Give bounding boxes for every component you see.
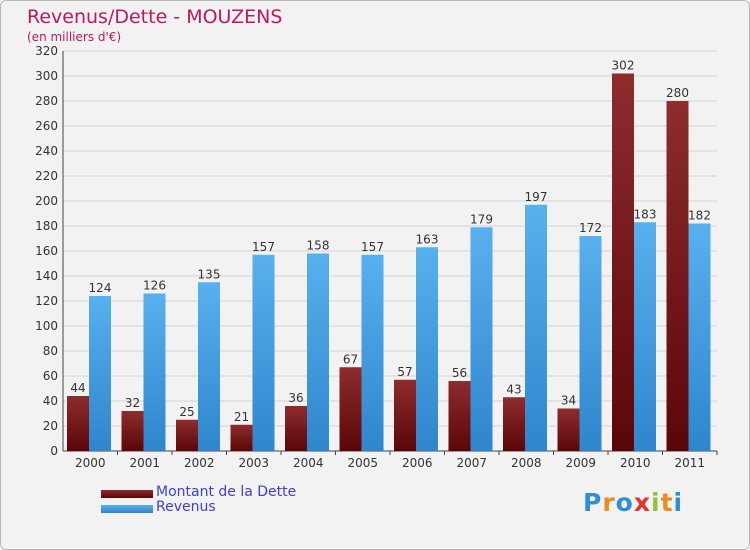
data-label-debt: 36 — [288, 391, 303, 405]
data-label-debt: 25 — [179, 405, 194, 419]
data-label-revenus: 183 — [634, 207, 657, 221]
logo-letter: i — [673, 488, 684, 517]
bar-debt — [666, 101, 689, 451]
bar-revenus — [198, 282, 220, 451]
y-tick-label: 220 — [35, 169, 58, 183]
x-tick-label: 2007 — [456, 456, 487, 470]
data-label-revenus: 157 — [252, 240, 275, 254]
bar-debt — [503, 397, 525, 451]
data-label-revenus: 157 — [361, 240, 384, 254]
data-label-debt: 57 — [397, 365, 412, 379]
logo-letter: i — [651, 488, 661, 517]
logo-letter: o — [615, 488, 634, 517]
bar-revenus — [252, 254, 275, 451]
data-label-revenus: 182 — [688, 209, 711, 223]
y-tick-label: 240 — [35, 144, 58, 158]
bar-debt — [67, 396, 89, 451]
bar-revenus — [416, 247, 438, 451]
y-tick-label: 180 — [35, 219, 58, 233]
logo-letter: r — [602, 488, 616, 517]
legend-swatch-debt — [101, 490, 153, 498]
data-label-debt: 67 — [343, 352, 358, 366]
x-tick-label: 2010 — [620, 456, 651, 470]
x-tick-label: 2003 — [238, 456, 269, 470]
logo-letter: t — [660, 488, 674, 517]
data-label-revenus: 124 — [89, 281, 112, 295]
bar-revenus — [688, 223, 711, 451]
data-label-revenus: 158 — [307, 239, 330, 253]
y-tick-label: 60 — [43, 369, 58, 383]
y-tick-label: 100 — [35, 319, 58, 333]
bar-debt — [176, 419, 198, 451]
bar-debt — [285, 406, 307, 451]
bar-debt — [394, 379, 416, 451]
bar-debt — [230, 424, 253, 451]
legend-swatch-revenus — [101, 505, 153, 513]
bar-debt — [121, 411, 144, 451]
data-label-debt: 302 — [612, 59, 635, 73]
x-tick-label: 2006 — [402, 456, 433, 470]
y-tick-label: 120 — [35, 294, 58, 308]
bar-revenus — [579, 236, 602, 451]
bar-debt — [557, 408, 580, 451]
x-tick-label: 2008 — [511, 456, 542, 470]
y-tick-label: 200 — [35, 194, 58, 208]
x-tick-label: 2000 — [75, 456, 106, 470]
proxiti-logo: Proxiti — [583, 488, 683, 517]
y-tick-label: 20 — [43, 419, 58, 433]
bar-debt — [612, 73, 634, 451]
bar-revenus — [525, 204, 547, 451]
logo-letter: x — [633, 488, 651, 517]
x-tick-label: 2011 — [674, 456, 705, 470]
logo-letter: P — [583, 488, 603, 517]
data-label-revenus: 172 — [579, 221, 602, 235]
x-tick-label: 2002 — [184, 456, 215, 470]
x-tick-label: 2009 — [565, 456, 596, 470]
x-tick-label: 2004 — [293, 456, 324, 470]
bar-debt — [339, 367, 362, 451]
bar-debt — [448, 381, 471, 451]
data-label-debt: 32 — [125, 396, 140, 410]
data-label-debt: 56 — [452, 366, 467, 380]
data-label-revenus: 163 — [416, 232, 439, 246]
data-label-debt: 43 — [506, 382, 521, 396]
y-tick-label: 160 — [35, 244, 58, 258]
y-tick-label: 280 — [35, 94, 58, 108]
data-label-revenus: 197 — [525, 190, 548, 204]
bar-revenus — [361, 254, 384, 451]
data-label-debt: 280 — [666, 86, 689, 100]
data-label-revenus: 135 — [198, 267, 221, 281]
data-label-revenus: 179 — [470, 212, 493, 226]
bar-revenus — [89, 296, 111, 451]
data-label-debt: 21 — [234, 410, 249, 424]
chart-subtitle: (en milliers d'€) — [27, 30, 122, 44]
bar-revenus — [307, 253, 329, 451]
data-label-revenus: 126 — [143, 279, 166, 293]
y-tick-label: 320 — [35, 44, 58, 58]
x-tick-label: 2001 — [129, 456, 160, 470]
y-tick-label: 80 — [43, 344, 58, 358]
bar-revenus — [634, 222, 656, 451]
data-label-debt: 44 — [70, 381, 85, 395]
chart-title: Revenus/Dette - MOUZENS — [27, 6, 283, 28]
bar-revenus — [470, 227, 493, 451]
y-tick-label: 140 — [35, 269, 58, 283]
bar-revenus — [143, 293, 166, 451]
y-tick-label: 260 — [35, 119, 58, 133]
y-tick-label: 0 — [50, 444, 58, 458]
y-tick-label: 300 — [35, 69, 58, 83]
legend-label-debt: Montant de la Dette — [156, 484, 297, 500]
data-label-debt: 34 — [561, 394, 576, 408]
y-tick-label: 40 — [43, 394, 58, 408]
x-tick-label: 2005 — [347, 456, 378, 470]
legend-label-revenus: Revenus — [156, 499, 216, 515]
